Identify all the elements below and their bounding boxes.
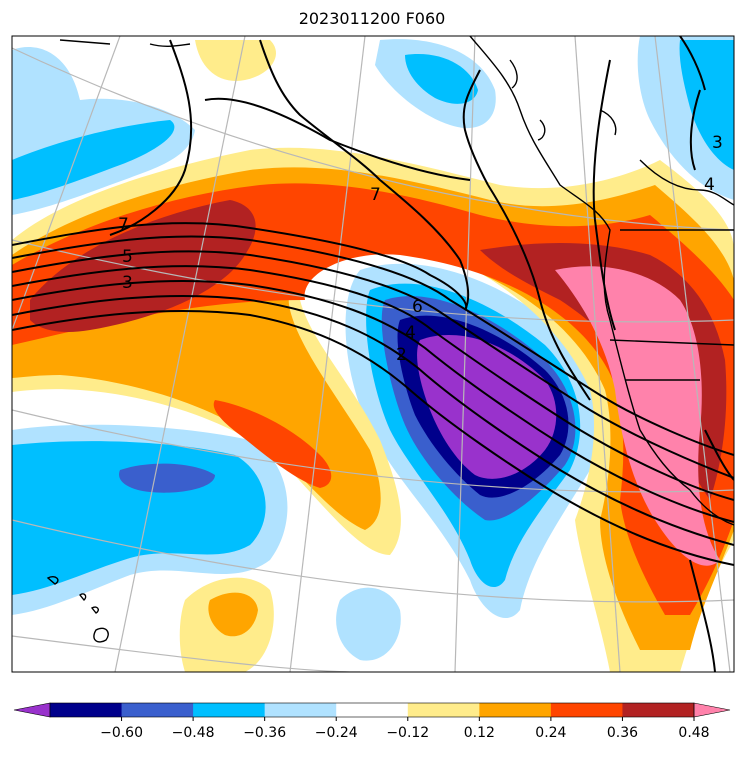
map-title: 2023011200 F060: [298, 9, 446, 28]
colorbar-ticks: −0.60 −0.48 −0.36 −0.24 −0.12 0.12 0.24 0.36 0.4…: [100, 717, 710, 741]
shade-pos-048: [30, 200, 256, 332]
contour-label: 3: [712, 133, 723, 153]
colorbar-segments: [13, 702, 731, 718]
colorbar-segment: [550, 703, 623, 717]
contour-label: 6: [412, 297, 423, 317]
colorbar-segment: [264, 703, 337, 717]
map-plot: 7 5 3 7 6 4 2 3 4: [11, 35, 735, 673]
coastlines: [46, 36, 734, 643]
contour-label: 3: [122, 273, 133, 293]
colorbar-segment: [407, 703, 480, 717]
contour-label: 7: [370, 185, 381, 205]
height-contours: [12, 36, 734, 672]
contour-label: 2: [396, 345, 407, 365]
contour-label: 7: [118, 215, 129, 235]
colorbar-tick-label: 0.36: [607, 725, 638, 741]
colorbar-segment: [622, 703, 695, 717]
contour-label: 5: [122, 247, 133, 267]
colorbar-tick-label: 0.48: [678, 725, 709, 741]
shade-neg-sw-012: [336, 587, 401, 661]
colorbar-tick-label: −0.48: [172, 725, 215, 741]
contour-label: 4: [405, 323, 416, 343]
shade-neg-mid-024: [405, 54, 478, 104]
colorbar-extend-max: [693, 702, 731, 718]
colorbar-tick-label: −0.12: [386, 725, 429, 741]
colorbar-segment: [193, 703, 266, 717]
colorbar-tick-label: −0.24: [315, 725, 358, 741]
colorbar-segment: [479, 703, 552, 717]
colorbar-extend-min: [13, 702, 51, 718]
contour-labels: 7 5 3 7 6 4 2 3 4: [118, 133, 723, 365]
negative-anomaly-trough: [345, 263, 600, 619]
shade-neg-ne-024: [679, 40, 734, 170]
colorbar-outline: [49, 702, 695, 718]
colorbar-tick-label: −0.36: [243, 725, 286, 741]
shade-pos-north-012: [195, 40, 276, 81]
negative-anomaly-west: [12, 36, 734, 661]
colorbar-tick-label: 0.24: [535, 725, 566, 741]
colorbar-segment: [50, 703, 123, 717]
shade-neg-060: [417, 334, 557, 479]
colorbar-tick-label: 0.12: [464, 725, 495, 741]
map-frame: [11, 35, 735, 673]
colorbar-segment: [121, 703, 194, 717]
colorbar-tick-label: −0.60: [100, 725, 143, 741]
contour-label: 4: [704, 175, 715, 195]
shade-pos-south-024: [208, 592, 258, 637]
colorbar-segment: [336, 703, 409, 717]
shade-neg-nw-024: [12, 120, 175, 200]
shade-neg-west-036: [119, 463, 215, 493]
